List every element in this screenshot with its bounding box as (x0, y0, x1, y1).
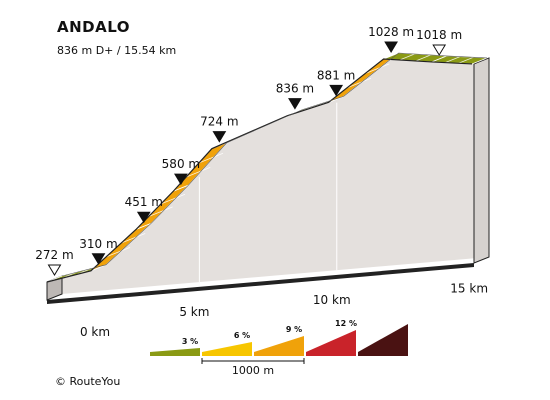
legend-label: 12 % (335, 319, 357, 328)
chart-subtitle: 836 m D+ / 15.54 km (57, 44, 177, 57)
segment-stripe (458, 53, 483, 64)
elevation-label: 1028 m (368, 25, 414, 39)
segment-stripe (121, 233, 146, 244)
legend-label: 3 % (182, 337, 198, 346)
segment-stripe (148, 206, 173, 217)
ribbon-back-edge (61, 52, 488, 277)
distance-tick-label: 0 km (80, 325, 110, 339)
scale-bar-label: 1000 m (232, 364, 274, 377)
elevation-marker-icon (91, 253, 106, 265)
side-wall (62, 53, 489, 294)
profile-gradient-ribbon (46, 50, 488, 283)
elevation-marker-icon (329, 84, 344, 97)
profile-side-wall (62, 53, 490, 294)
distance-ticks: 0 km 5 km 10 km 15 km (80, 281, 488, 339)
segment-stripe (346, 77, 372, 89)
distance-tick-label: 10 km (313, 293, 351, 307)
segment-stripe (399, 50, 424, 61)
ribbon-edge (46, 58, 473, 283)
segment-stripe (198, 152, 224, 164)
segment-stripe (444, 52, 470, 63)
segment-stripe (160, 193, 186, 205)
distance-tick-label: 15 km (450, 281, 488, 295)
legend-swatch (306, 330, 356, 356)
elevation-label: 451 m (125, 195, 163, 209)
elevation-label: 272 m (35, 248, 73, 262)
legend-swatch (202, 342, 252, 356)
segment-stripe (105, 246, 131, 258)
elevation-label: 881 m (317, 68, 355, 82)
end-cap (473, 57, 490, 264)
legend-label: 6 % (234, 331, 250, 340)
elevation-marker-icon (384, 41, 398, 53)
legend-swatch (358, 324, 408, 356)
elevation-label: 724 m (200, 115, 238, 129)
baseline-strip (47, 263, 474, 304)
legend-swatch (254, 336, 304, 356)
legend-label: 9 % (286, 325, 302, 334)
segment-stripe (415, 50, 440, 62)
elevation-label: 836 m (276, 82, 314, 96)
elevation-marker-icon (174, 173, 188, 186)
segment-stripe (365, 63, 390, 74)
elevation-marker-icon (136, 211, 151, 224)
elevation-label: 580 m (162, 157, 200, 171)
elevation-label: 1018 m (416, 28, 462, 42)
elevation-marker-icon (288, 98, 302, 110)
legend-swatch (150, 348, 200, 356)
chart-title: ANDALO (57, 18, 130, 36)
elevation-marker-icon (212, 131, 227, 143)
endpoint-marker-icon (432, 44, 447, 56)
routeyou-credit: © RouteYou (55, 375, 121, 388)
gradient-legend: 3 % 6 % 9 % 12 % 1000 m (150, 319, 408, 377)
profile-km-gridlines (198, 102, 338, 283)
segment-stripe (186, 167, 211, 178)
elevation-label: 310 m (79, 237, 117, 251)
endpoint-marker-icon (47, 264, 62, 276)
distance-tick-label: 5 km (179, 305, 209, 319)
